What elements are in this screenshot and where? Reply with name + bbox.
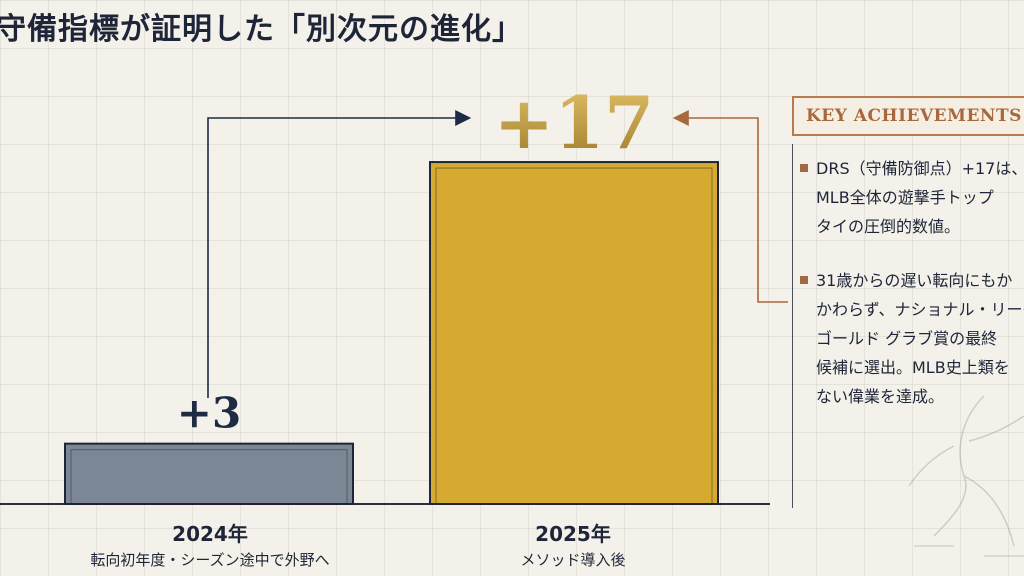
growth-arrow [207, 110, 472, 398]
bar-inner-frame [70, 449, 348, 505]
category-sublabel-2024: 転向初年度・シーズン途中で外野へ [90, 551, 330, 569]
category-label-2024: 2024年 [172, 522, 248, 546]
category-label-2025: 2025年 [535, 522, 611, 546]
bar-value-label: +17 [494, 80, 655, 165]
key-achievements-title: KEY ACHIEVEMENTS [806, 106, 1022, 126]
bar-value-label: +3 [177, 389, 241, 438]
achievement-arrow [672, 110, 788, 303]
bullet-text: DRS（守備防御点）+17は、 MLB全体の遊撃手トップ タイの圧倒的数値。 [816, 159, 1024, 236]
page-title: 守備指標が証明した「別次元の進化」 [0, 12, 523, 47]
category-sublabel-2025: メソッド導入後 [520, 551, 626, 569]
bullet-text: 31歳からの遅い転向にもか かわらず、ナショナル・リーグ ゴールド グラブ賞の最… [816, 271, 1024, 406]
baseball-player-sketch-icon [908, 395, 1024, 557]
bar-inner-frame [435, 167, 713, 505]
bullet-item: 31歳からの遅い転向にもか かわらず、ナショナル・リーグ ゴールド グラブ賞の最… [800, 266, 1024, 411]
bullet-item: DRS（守備防御点）+17は、 MLB全体の遊撃手トップ タイの圧倒的数値。 [800, 154, 1024, 241]
bullet-square-icon [800, 276, 808, 284]
bar-2025年 [429, 161, 719, 506]
bullet-square-icon [800, 164, 808, 172]
key-achievements-box: KEY ACHIEVEMENTS [792, 96, 1024, 136]
panel-divider [792, 144, 793, 508]
bar-2024年 [64, 442, 354, 505]
